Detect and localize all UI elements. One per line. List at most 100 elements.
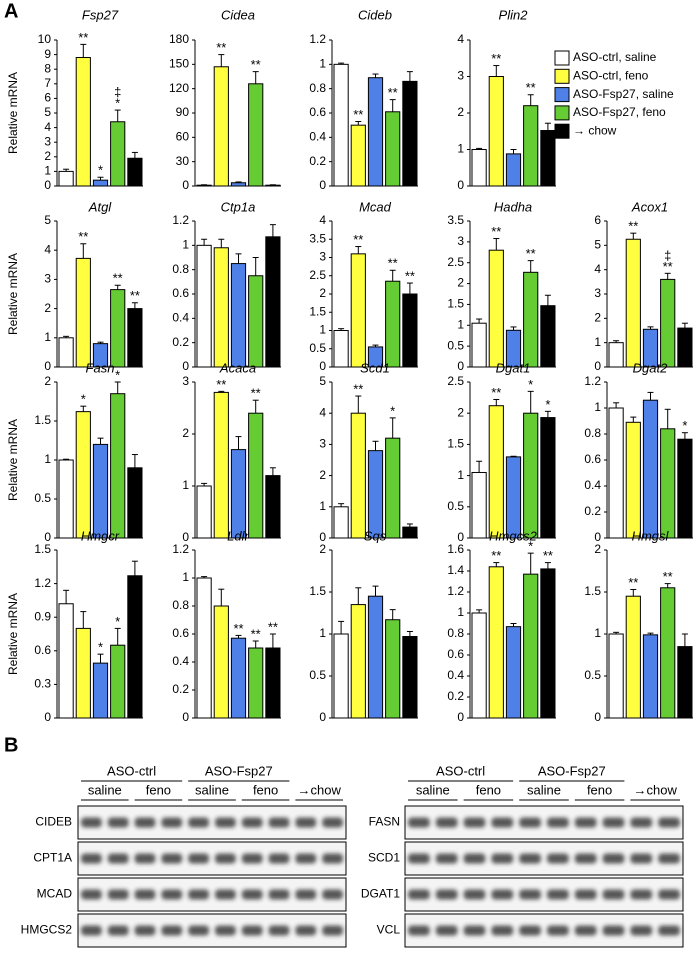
y-tick-label: 3 [457, 69, 464, 83]
blot-band [435, 889, 458, 900]
blot-band [161, 889, 183, 900]
bar [385, 111, 401, 187]
blot-band [519, 853, 541, 864]
bar [350, 253, 366, 368]
y-tick-label: 4 [44, 242, 51, 256]
blot-band [658, 817, 680, 828]
y-tick-label: 0.6 [447, 647, 464, 661]
y-tick-label: 0.5 [309, 668, 326, 682]
chart-title: Dgat1 [496, 360, 531, 375]
chart-title: Fsp27 [82, 7, 119, 22]
significance-label: ** [233, 621, 243, 636]
y-tick-label: 1 [44, 452, 51, 466]
significance-label: ** [251, 626, 261, 641]
blot-band [268, 853, 290, 864]
y-tick-label: 1.5 [34, 413, 51, 427]
blot-band [630, 925, 653, 936]
y-tick-label: 1 [182, 478, 189, 492]
blot-band [491, 853, 514, 864]
protein-label: CPT1A [33, 851, 72, 865]
blot-band [188, 889, 209, 900]
group-label: ASO-ctrl [436, 763, 485, 778]
bar [471, 612, 487, 719]
y-tick-label: 0 [319, 178, 326, 192]
blot-band [658, 889, 680, 900]
bar [213, 605, 229, 719]
bar [540, 305, 556, 368]
y-tick-label: 90 [176, 105, 190, 119]
y-tick-label: 0 [182, 530, 189, 544]
y-tick-label: 0.2 [172, 335, 189, 349]
bar [488, 249, 504, 368]
blot-band [491, 925, 514, 936]
bar [127, 308, 143, 368]
significance-label: * [115, 614, 120, 629]
bar [660, 428, 676, 539]
y-tick-label: 60 [176, 130, 190, 144]
bar [385, 280, 401, 368]
significance-label: * [390, 403, 395, 418]
y-tick-label: 0 [594, 530, 601, 544]
y-tick-label: 0.2 [584, 504, 601, 518]
legend-label: → chow [573, 123, 617, 137]
y-tick-label: 3.5 [447, 213, 464, 227]
bar [350, 412, 366, 539]
chart-title: Cideb [358, 7, 392, 22]
y-tick-label: 7 [44, 76, 51, 90]
y-tick-label: 1 [319, 57, 326, 71]
y-tick-label: 1.5 [309, 304, 326, 318]
significance-label: ** [491, 385, 501, 400]
protein-label: DGAT1 [361, 887, 400, 901]
bar [75, 411, 91, 539]
legend-label: ASO-ctrl, feno [573, 68, 649, 82]
y-tick-label: 180 [169, 32, 189, 46]
blot-band [408, 889, 430, 900]
y-tick-label: 4 [594, 262, 601, 276]
bar [402, 526, 418, 539]
significance-label: * [98, 640, 103, 655]
bar [660, 278, 676, 368]
y-tick-label: 1.5 [584, 584, 601, 598]
bar [367, 450, 384, 539]
blot-band [322, 853, 343, 864]
y-tick-label: 0 [594, 359, 601, 373]
bar [230, 637, 247, 719]
y-tick-label: 4 [319, 405, 326, 419]
blot-band [161, 853, 183, 864]
significance-label: * [528, 539, 533, 554]
bar [127, 157, 143, 187]
subgroup-label: saline [88, 782, 122, 797]
bar [540, 568, 556, 719]
significance-label: ** [663, 259, 673, 274]
significance-label: ** [353, 107, 363, 122]
blot-band [491, 889, 514, 900]
y-tick-label: 5 [594, 238, 601, 252]
group-label: ASO-ctrl [107, 763, 156, 778]
y-tick-label: 0.8 [309, 81, 326, 95]
bar [505, 626, 522, 719]
y-tick-label: 0 [457, 710, 464, 724]
legend-swatch [554, 87, 570, 103]
bar [127, 575, 143, 719]
y-axis-label: Relative mRNA [6, 593, 20, 675]
blot-band [630, 889, 653, 900]
blot-band [81, 889, 102, 900]
y-tick-label: 0.8 [447, 626, 464, 640]
significance-label: ** [543, 548, 553, 563]
y-tick-label: 0.4 [584, 478, 601, 492]
chart-title: Atgl [88, 199, 113, 214]
chart-title: Cidea [221, 7, 255, 22]
y-tick-label: 1 [457, 142, 464, 156]
y-tick-label: 9 [44, 47, 51, 61]
blot-band [463, 817, 486, 828]
blot-band [295, 817, 317, 828]
y-tick-label: 0.5 [584, 668, 601, 682]
y-tick-label: 4 [319, 213, 326, 227]
group-label: ASO-Fsp27 [205, 763, 273, 778]
y-tick-label: 6 [44, 91, 51, 105]
bar [265, 236, 281, 368]
bar [471, 149, 487, 187]
y-tick-label: 0 [319, 359, 326, 373]
bar [213, 66, 229, 187]
subgroup-label: feno [146, 782, 171, 797]
